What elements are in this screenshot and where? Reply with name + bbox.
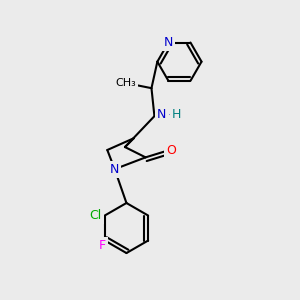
Text: F: F xyxy=(98,239,105,252)
Text: CH₃: CH₃ xyxy=(116,79,136,88)
Text: H: H xyxy=(172,108,181,121)
Text: N: N xyxy=(157,108,167,121)
Text: N: N xyxy=(164,36,173,49)
Text: Cl: Cl xyxy=(89,209,101,222)
Text: O: O xyxy=(166,144,176,157)
Text: N: N xyxy=(110,163,119,176)
Text: –: – xyxy=(168,108,175,121)
